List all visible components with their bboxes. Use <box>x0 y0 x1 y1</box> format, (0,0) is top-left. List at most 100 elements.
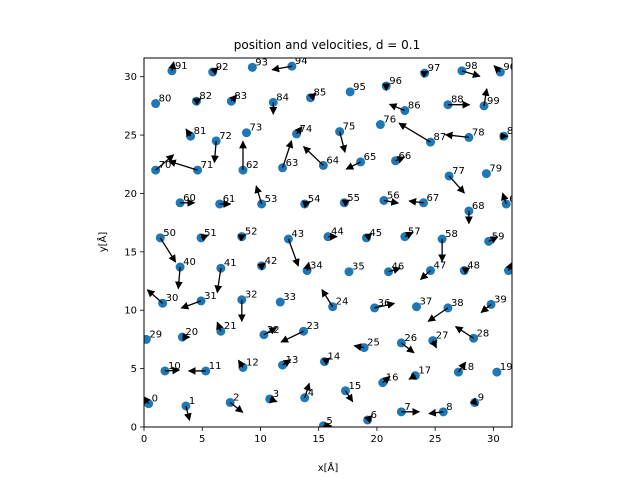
particle-label: 46 <box>392 262 405 273</box>
velocity-arrow <box>493 65 502 74</box>
particle-label: 16 <box>386 373 399 384</box>
velocity-arrow <box>454 326 474 339</box>
particle-label: 91 <box>175 61 188 72</box>
velocity-arrow <box>229 94 238 103</box>
particle-label: 66 <box>399 151 412 162</box>
y-tick-label: 30 <box>124 72 137 83</box>
velocity-arrow <box>271 64 293 73</box>
velocity-arrow <box>174 266 183 290</box>
particle-label: 38 <box>451 298 464 309</box>
y-axis-label: y[Å] <box>96 232 109 253</box>
velocity-arrow <box>185 128 194 138</box>
particle-point <box>151 99 161 109</box>
particle-label: 65 <box>364 152 377 163</box>
particle-label: 95 <box>353 82 366 93</box>
velocity-arrow <box>269 395 278 403</box>
velocity-arrow <box>488 236 499 244</box>
particle-label: 84 <box>276 92 289 103</box>
particle-label: 68 <box>472 201 485 212</box>
particle-label: 24 <box>336 297 349 308</box>
x-tick-label: 0 <box>141 434 147 445</box>
particle-label: 59 <box>492 231 505 242</box>
particle-label: 6 <box>371 410 377 421</box>
velocity-arrow <box>374 301 396 309</box>
particle-label: 60 <box>183 193 196 204</box>
particle-label: 2 <box>233 392 239 403</box>
particle-label: 26 <box>404 333 417 344</box>
velocity-arrow <box>341 199 351 207</box>
particle-label: 3 <box>273 389 279 400</box>
particle-label: 34 <box>310 261 323 272</box>
particle-label: 67 <box>426 193 439 204</box>
particle-label: 39 <box>494 294 507 305</box>
x-tick-label: 30 <box>487 434 500 445</box>
velocity-arrow <box>184 405 192 422</box>
particle-label: 92 <box>216 62 229 73</box>
particle-label: 63 <box>286 158 299 169</box>
particle-label: 94 <box>295 56 308 67</box>
particle-label: 44 <box>331 227 344 238</box>
particle-label: 81 <box>194 126 207 137</box>
chart-title: position and velocities, d = 0.1 <box>234 38 421 52</box>
particle-point <box>275 297 285 307</box>
particle-label: 72 <box>219 131 232 142</box>
particle-label: 58 <box>445 229 458 240</box>
particle-label: 37 <box>420 297 433 308</box>
particle-label: 5 <box>326 416 332 427</box>
particle-point <box>481 169 491 179</box>
velocity-arrow <box>461 267 471 275</box>
particle-label: 40 <box>183 257 196 268</box>
velocity-arrow <box>428 408 444 417</box>
velocity-arrow <box>481 88 490 106</box>
particle-label: 11 <box>209 361 222 372</box>
particle-label: 80 <box>159 94 172 105</box>
velocity-arrow <box>263 326 278 336</box>
velocity-arrow <box>388 266 402 274</box>
velocity-arrow <box>480 303 492 313</box>
particle-label: 69 <box>509 194 522 205</box>
particle-label: 35 <box>352 262 365 273</box>
particle-label: 76 <box>383 115 396 126</box>
particle-label: 47 <box>433 261 446 272</box>
velocity-arrow <box>210 67 219 76</box>
y-tick-label: 20 <box>124 189 137 200</box>
x-axis-label: x[Å] <box>318 461 339 474</box>
particle-label: 22 <box>267 325 280 336</box>
particle-label: 61 <box>223 194 236 205</box>
velocity-arrow <box>216 321 224 332</box>
y-tick-label: 5 <box>131 364 137 375</box>
particle-label: 29 <box>149 329 162 340</box>
x-tick-label: 20 <box>371 434 384 445</box>
particle-label: 83 <box>234 91 247 102</box>
velocity-arrow <box>408 197 424 206</box>
particle-label: 75 <box>343 122 356 133</box>
particle-label: 52 <box>245 227 258 238</box>
particle-label: 86 <box>408 101 421 112</box>
x-tick-label: 10 <box>254 434 267 445</box>
particle-label: 98 <box>465 61 478 72</box>
velocity-arrow <box>344 390 354 403</box>
velocity-arrow <box>345 161 361 170</box>
particle-label: 51 <box>204 228 217 239</box>
x-tick-label: 15 <box>312 434 325 445</box>
particle-label: 77 <box>452 166 465 177</box>
particle-label: 31 <box>204 291 217 302</box>
particle-label: 73 <box>249 123 262 134</box>
velocity-arrow <box>192 97 202 106</box>
particle-label: 4 <box>308 388 314 399</box>
velocity-arrow <box>294 126 303 135</box>
particle-label: 45 <box>369 228 382 239</box>
axes-frame <box>143 57 513 428</box>
y-tick-label: 15 <box>124 247 137 258</box>
velocity-arrow <box>321 357 331 366</box>
velocity-arrow <box>457 361 467 373</box>
velocity-arrow <box>287 238 300 267</box>
particle-label: 90 <box>503 62 516 73</box>
velocity-arrow <box>404 231 414 239</box>
particle-label: 56 <box>387 190 400 201</box>
velocity-arrow <box>159 237 177 263</box>
velocity-arrow <box>501 192 509 205</box>
velocity-arrow <box>302 145 324 166</box>
velocity-arrow <box>257 262 266 271</box>
